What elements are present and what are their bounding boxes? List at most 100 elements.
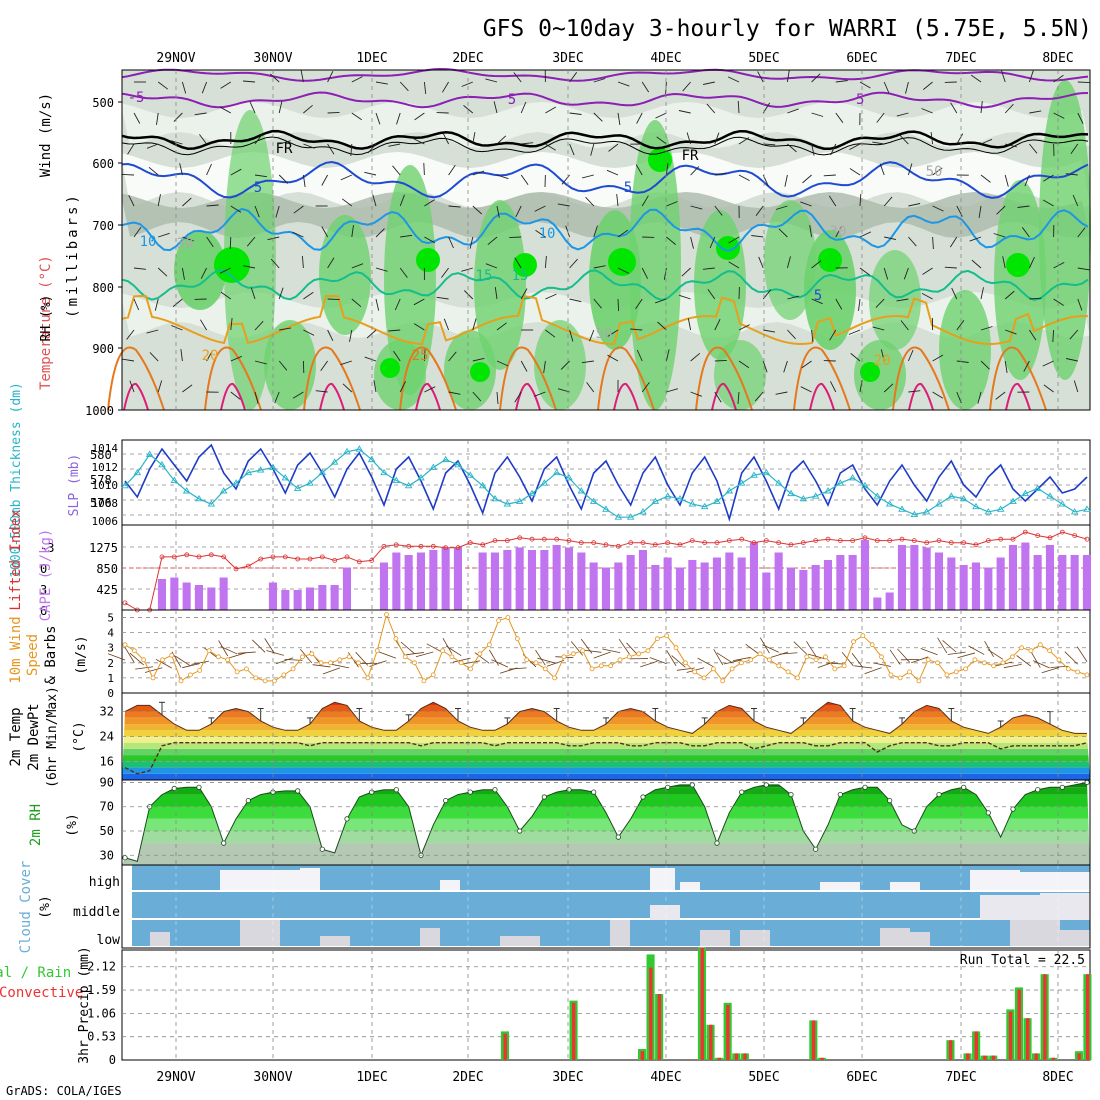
wind10-speed-point	[131, 648, 137, 654]
wind-barb	[254, 174, 267, 178]
wind10-barb	[889, 649, 901, 665]
precip-tick-label: 0.53	[87, 1030, 116, 1044]
rh2m-point	[467, 789, 473, 795]
precip-convective-bar	[726, 1005, 730, 1060]
lifted-index-point	[973, 542, 979, 548]
date-label-top: 4DEC	[650, 51, 681, 66]
wind10-speed-point	[421, 678, 427, 684]
lifted-index-point	[184, 552, 190, 558]
wind-barb	[980, 101, 983, 114]
rh-moist-blob	[444, 330, 496, 410]
rh-moist-blob	[994, 180, 1046, 380]
wind-barb	[823, 174, 836, 177]
lifted-index-point	[418, 543, 424, 549]
wind-barb	[560, 360, 570, 370]
wind10-barb	[442, 637, 453, 654]
date-axis-top: 29NOV 30NOV 1DEC 2DEC 3DEC 4DEC 5DEC 6DEC 7DEC 8D…	[156, 51, 1073, 66]
wind-barb	[811, 143, 815, 156]
li-tick-label: 0	[40, 562, 47, 576]
lifted-index-point	[652, 542, 658, 548]
wind-barb	[170, 140, 183, 145]
wind-barb	[593, 78, 606, 83]
lifted-index-point	[1022, 529, 1028, 535]
wind-barb	[230, 318, 233, 331]
precip-label-a: Total / Rain	[0, 965, 71, 981]
wind-barb	[534, 391, 546, 397]
lifted-index-point	[159, 554, 165, 560]
wind-barb	[783, 360, 788, 373]
thickness-point	[688, 500, 697, 507]
thickness-point	[256, 466, 265, 473]
thickness-point	[639, 508, 647, 515]
wind-barb	[392, 165, 401, 176]
wind-barb	[787, 108, 799, 114]
wind-barb	[278, 101, 283, 114]
precip-convective-bar	[991, 1055, 996, 1060]
wind-barb	[706, 103, 716, 114]
temp-contour-loop	[711, 382, 737, 411]
wind10-barb	[968, 645, 985, 655]
wind10-barb	[535, 649, 546, 666]
thickness-point	[996, 505, 1005, 512]
wind10-speed-point	[580, 648, 586, 654]
wind-barb	[254, 360, 267, 365]
contour-label: 50	[596, 326, 613, 342]
rh2m-tick-label: 90	[100, 775, 114, 789]
cape-lifted-index-panel: -3 0 3 6 1275 850 425	[40, 524, 1091, 618]
wind10-speed-point	[991, 663, 996, 669]
thickness-point	[577, 487, 586, 494]
wind-barb	[876, 112, 885, 123]
cape-bar	[157, 579, 166, 610]
cape-bar	[947, 557, 956, 610]
slp-tick-label: 1006	[92, 515, 119, 528]
cloud-frame	[121, 864, 1091, 949]
wind-barb	[702, 267, 715, 270]
wind-barb	[413, 298, 425, 306]
wind-barb	[1004, 290, 1015, 300]
wind-barb	[534, 205, 546, 212]
wind-barb	[496, 135, 507, 145]
wind-barb	[133, 112, 141, 124]
rh-moist-blob	[694, 210, 746, 360]
cape-bar	[860, 540, 869, 610]
lifted-index-point	[344, 554, 350, 560]
wind-barb	[375, 267, 388, 272]
rh-saturated-blob	[818, 248, 842, 272]
wind10-barb	[666, 650, 677, 667]
date-label-bottom: 8DEC	[1042, 1070, 1073, 1085]
wind10-barb	[426, 643, 443, 653]
lifted-index-point	[393, 542, 399, 548]
thickness-point	[158, 460, 166, 468]
temp-contour-loop	[415, 382, 441, 411]
wind-barb	[399, 81, 409, 92]
wind10-speed-point	[542, 666, 548, 672]
wind-barb	[327, 257, 335, 269]
cape-bar	[984, 567, 993, 610]
precip-convective-bar	[734, 1053, 739, 1060]
wind10-barb	[1016, 655, 1032, 667]
wind10-speed-point	[552, 675, 557, 681]
wind10-speed-point	[617, 657, 623, 663]
slp-tick-label: 1010	[92, 479, 119, 492]
wind10-label-b: Speed	[25, 634, 41, 676]
lifted-index-point	[245, 563, 251, 569]
wind-barb	[687, 318, 692, 331]
wind-barb	[930, 132, 934, 145]
temp2m-band	[122, 742, 1090, 749]
wind-barb	[400, 234, 413, 238]
precip-convective-bar	[649, 967, 653, 1060]
wind-barb	[535, 229, 546, 238]
cape-bar	[1045, 545, 1054, 610]
cloud-level-label: high	[89, 875, 120, 890]
wind-barb	[229, 236, 232, 250]
wind-barb	[758, 256, 764, 269]
wind10-speed-point	[701, 675, 707, 681]
lifted-index-point	[1010, 536, 1016, 542]
wind-barb	[200, 267, 208, 279]
contour-label: -5	[848, 92, 865, 108]
wind-barb	[641, 81, 650, 93]
wind10-barb	[218, 640, 229, 657]
cape-bar	[959, 565, 968, 610]
wind-barb	[569, 258, 578, 269]
wind-barb	[980, 287, 984, 300]
